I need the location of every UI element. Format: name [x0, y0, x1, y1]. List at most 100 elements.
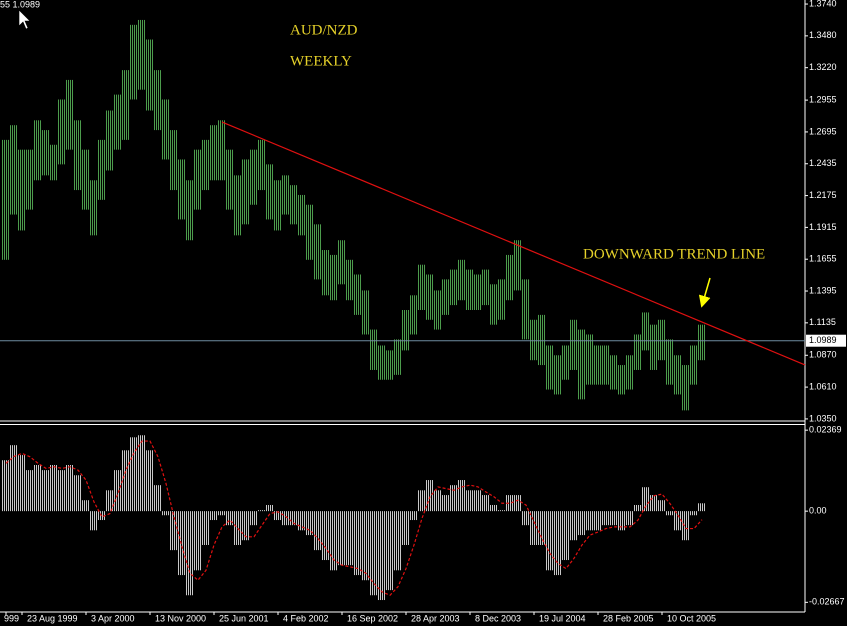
histogram-bar — [226, 511, 234, 526]
y-tick-label: 1.2175 — [809, 190, 837, 200]
x-tick-label: 23 Aug 1999 — [27, 613, 78, 623]
price-bar — [114, 94, 122, 150]
price-bar — [594, 345, 602, 385]
price-bar — [482, 269, 490, 306]
price-bar — [458, 259, 466, 301]
price-bar — [274, 180, 282, 231]
histogram-bar — [434, 490, 442, 512]
histogram-bar — [130, 437, 138, 512]
price-bar — [162, 99, 170, 160]
histogram-bar — [458, 480, 466, 512]
price-bar — [682, 365, 690, 411]
price-bar — [58, 99, 66, 165]
price-bar — [178, 159, 186, 220]
price-bar — [450, 269, 458, 306]
histogram-bar — [210, 511, 218, 521]
y-tick-label: 1.2435 — [809, 158, 837, 168]
histogram-bar — [530, 511, 538, 545]
histogram-bar — [554, 511, 562, 576]
price-bar — [618, 365, 626, 395]
price-bar — [154, 70, 162, 131]
histogram-bar — [266, 504, 274, 512]
y-tick-label: 1.1915 — [809, 222, 837, 232]
histogram-bar — [442, 495, 450, 512]
histogram-bar — [450, 485, 458, 512]
histogram-bar — [610, 511, 618, 526]
price-bar — [346, 259, 354, 301]
price-bar — [610, 355, 618, 390]
price-bar — [634, 334, 642, 370]
histogram-bar — [370, 511, 378, 596]
y-tick-label: 1.3480 — [809, 30, 837, 40]
price-bar — [506, 254, 514, 301]
price-bar — [570, 319, 578, 370]
price-bar — [674, 355, 682, 395]
histogram-bar — [242, 511, 250, 541]
histogram-bar — [578, 511, 586, 536]
price-bar — [370, 329, 378, 370]
histogram-bar — [466, 490, 474, 512]
histogram-bar — [330, 511, 338, 571]
histogram-bar — [474, 490, 482, 512]
price-bar — [362, 290, 370, 335]
price-bar — [50, 144, 58, 181]
price-bar — [394, 339, 402, 375]
price-bar — [442, 279, 450, 315]
x-tick-label: 28 Feb 2005 — [603, 613, 654, 623]
price-bar — [330, 254, 338, 301]
annotation-arrow — [698, 277, 711, 308]
price-bar — [218, 120, 226, 181]
histogram-bar — [322, 511, 330, 561]
histogram-bar — [562, 511, 570, 561]
price-bar — [266, 164, 274, 220]
histogram-bar — [482, 495, 490, 512]
histogram-bar — [394, 511, 402, 571]
price-bar — [66, 79, 74, 150]
price-bar — [626, 355, 634, 390]
price-bar — [666, 339, 674, 385]
histogram-bar — [514, 495, 522, 512]
x-tick-label: 999 — [4, 613, 19, 623]
x-tick-label: 13 Nov 2000 — [155, 613, 206, 623]
histogram-bar — [642, 487, 650, 512]
x-tick-label: 28 Apr 2003 — [411, 613, 460, 623]
y-tick-label: -0.02667 — [809, 597, 845, 607]
price-bar — [282, 175, 290, 215]
histogram-bar — [274, 511, 282, 521]
histogram-bar — [202, 511, 210, 545]
price-bar — [418, 264, 426, 310]
histogram-bar — [306, 511, 314, 536]
x-tick-label: 8 Dec 2003 — [475, 613, 521, 623]
y-tick-label: 1.1655 — [809, 254, 837, 264]
x-tick-label: 3 Apr 2000 — [91, 613, 135, 623]
histogram-bar — [674, 511, 682, 531]
histogram-bar — [626, 511, 634, 526]
price-bar — [322, 250, 330, 296]
cursor-icon — [18, 9, 31, 30]
price-bar — [18, 149, 26, 231]
price-bar — [138, 19, 146, 90]
price-bar — [98, 139, 106, 200]
histogram-bar — [354, 511, 362, 576]
histogram-bar — [82, 500, 90, 512]
price-bar — [602, 345, 610, 385]
price-bar — [490, 284, 498, 325]
histogram-bar — [138, 435, 146, 512]
histogram-bar — [586, 511, 594, 531]
histogram-bar — [498, 510, 506, 512]
histogram-bar — [2, 460, 10, 512]
histogram-bar — [282, 511, 290, 526]
histogram-bar — [258, 510, 266, 512]
price-bar — [226, 149, 234, 210]
price-bar — [42, 130, 50, 176]
y-tick-label: 1.1395 — [809, 285, 837, 295]
histogram-bar — [650, 495, 658, 512]
histogram-bar — [378, 511, 386, 601]
price-bar — [546, 345, 554, 390]
histogram-bar — [146, 450, 154, 512]
histogram-bar — [314, 511, 322, 551]
histogram-bar — [90, 511, 98, 531]
histogram-bar — [162, 511, 170, 516]
price-bar — [146, 39, 154, 111]
histogram-bar — [602, 511, 610, 526]
